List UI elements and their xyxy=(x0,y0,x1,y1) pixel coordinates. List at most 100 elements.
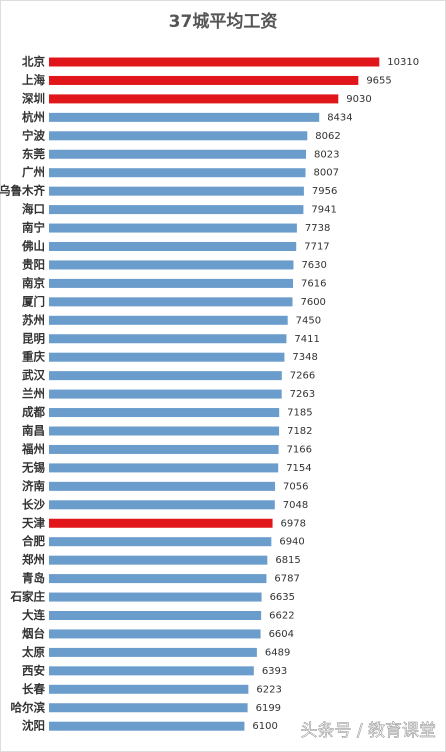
bar xyxy=(49,666,254,676)
bar xyxy=(49,481,276,491)
value-label: 7450 xyxy=(296,315,321,326)
category-label: 南昌 xyxy=(22,424,45,438)
value-label: 7738 xyxy=(305,223,330,234)
value-label: 7266 xyxy=(290,371,315,382)
category-label: 郑州 xyxy=(22,553,45,567)
category-label: 石家庄 xyxy=(10,590,46,604)
category-label: 西安 xyxy=(22,663,45,677)
value-label: 7263 xyxy=(290,389,315,400)
value-label: 8062 xyxy=(315,131,340,142)
bar xyxy=(49,352,285,362)
bar xyxy=(49,278,293,288)
bar xyxy=(49,75,359,85)
bar xyxy=(49,223,297,233)
value-label: 7616 xyxy=(301,278,326,289)
value-label: 6635 xyxy=(270,592,295,603)
bar xyxy=(49,647,257,657)
bar xyxy=(49,463,279,473)
category-label: 宁波 xyxy=(22,128,45,142)
value-label: 6787 xyxy=(274,574,299,585)
value-label: 7411 xyxy=(294,334,319,345)
category-label: 佛山 xyxy=(21,239,45,253)
category-label: 哈尔滨 xyxy=(11,700,46,714)
category-label: 南京 xyxy=(22,276,45,290)
category-label: 合肥 xyxy=(22,534,45,548)
bar xyxy=(49,168,306,178)
value-label: 6940 xyxy=(279,537,304,548)
category-label: 武汉 xyxy=(22,368,45,382)
category-label: 济南 xyxy=(22,479,45,493)
bar xyxy=(49,721,245,731)
category-label: 苏州 xyxy=(22,313,45,327)
bar xyxy=(49,500,275,510)
value-label: 6815 xyxy=(275,555,300,566)
value-label: 7166 xyxy=(287,444,312,455)
category-label: 天津 xyxy=(22,516,45,530)
category-label: 福州 xyxy=(21,442,45,456)
value-label: 7182 xyxy=(287,426,312,437)
value-label: 7717 xyxy=(304,242,329,253)
value-label: 10310 xyxy=(387,57,419,68)
category-label: 乌鲁木齐 xyxy=(0,184,45,198)
value-label: 6223 xyxy=(256,684,281,695)
chart-title: 37城平均工资 xyxy=(169,11,278,32)
bar xyxy=(49,205,304,215)
value-label: 7600 xyxy=(300,297,325,308)
category-label: 重庆 xyxy=(22,350,45,364)
category-label: 东莞 xyxy=(22,147,45,161)
category-label: 成都 xyxy=(22,405,45,419)
value-label: 7941 xyxy=(311,205,336,216)
category-label: 南宁 xyxy=(22,221,45,235)
bar xyxy=(49,703,248,713)
value-label: 6393 xyxy=(262,666,287,677)
bar xyxy=(49,537,272,547)
bar xyxy=(49,574,267,584)
value-label: 6604 xyxy=(269,629,294,640)
value-label: 7630 xyxy=(301,260,326,271)
value-label: 7348 xyxy=(292,352,317,363)
category-label: 贵阳 xyxy=(22,257,45,271)
value-label: 6199 xyxy=(256,703,281,714)
bar xyxy=(49,186,304,196)
bar xyxy=(49,555,268,565)
value-label: 7185 xyxy=(287,408,312,419)
category-label: 厦门 xyxy=(22,294,45,308)
category-label: 杭州 xyxy=(22,110,45,124)
bar xyxy=(49,518,273,528)
bar xyxy=(49,629,261,639)
category-label: 无锡 xyxy=(21,460,45,474)
category-label: 沈阳 xyxy=(22,719,45,733)
bar xyxy=(49,149,307,159)
bar xyxy=(49,444,279,454)
category-label: 太原 xyxy=(21,645,45,659)
value-label: 6100 xyxy=(252,721,277,732)
bar xyxy=(49,94,339,104)
bar xyxy=(49,315,288,325)
bar xyxy=(49,611,262,620)
category-label: 昆明 xyxy=(22,331,45,345)
watermark: 头条号 / 教育课堂 xyxy=(300,721,436,741)
category-label: 广州 xyxy=(22,165,45,179)
category-label: 深圳 xyxy=(22,91,45,105)
bar xyxy=(49,408,280,418)
bar xyxy=(49,131,308,141)
value-label: 9655 xyxy=(366,75,391,86)
bar xyxy=(49,57,380,67)
bar xyxy=(49,112,320,122)
bar xyxy=(49,371,282,381)
bar xyxy=(49,334,287,344)
category-label: 上海 xyxy=(22,73,45,87)
bar xyxy=(49,260,294,270)
bar xyxy=(49,592,262,602)
bar xyxy=(49,389,282,399)
category-label: 长春 xyxy=(22,682,45,696)
category-label: 青岛 xyxy=(22,571,45,585)
value-label: 6978 xyxy=(281,518,306,529)
value-label: 7056 xyxy=(283,481,308,492)
category-label: 兰州 xyxy=(22,387,45,401)
category-label: 海口 xyxy=(22,202,45,216)
value-label: 8007 xyxy=(314,168,339,179)
value-label: 9030 xyxy=(346,94,371,105)
value-label: 7154 xyxy=(286,463,311,474)
